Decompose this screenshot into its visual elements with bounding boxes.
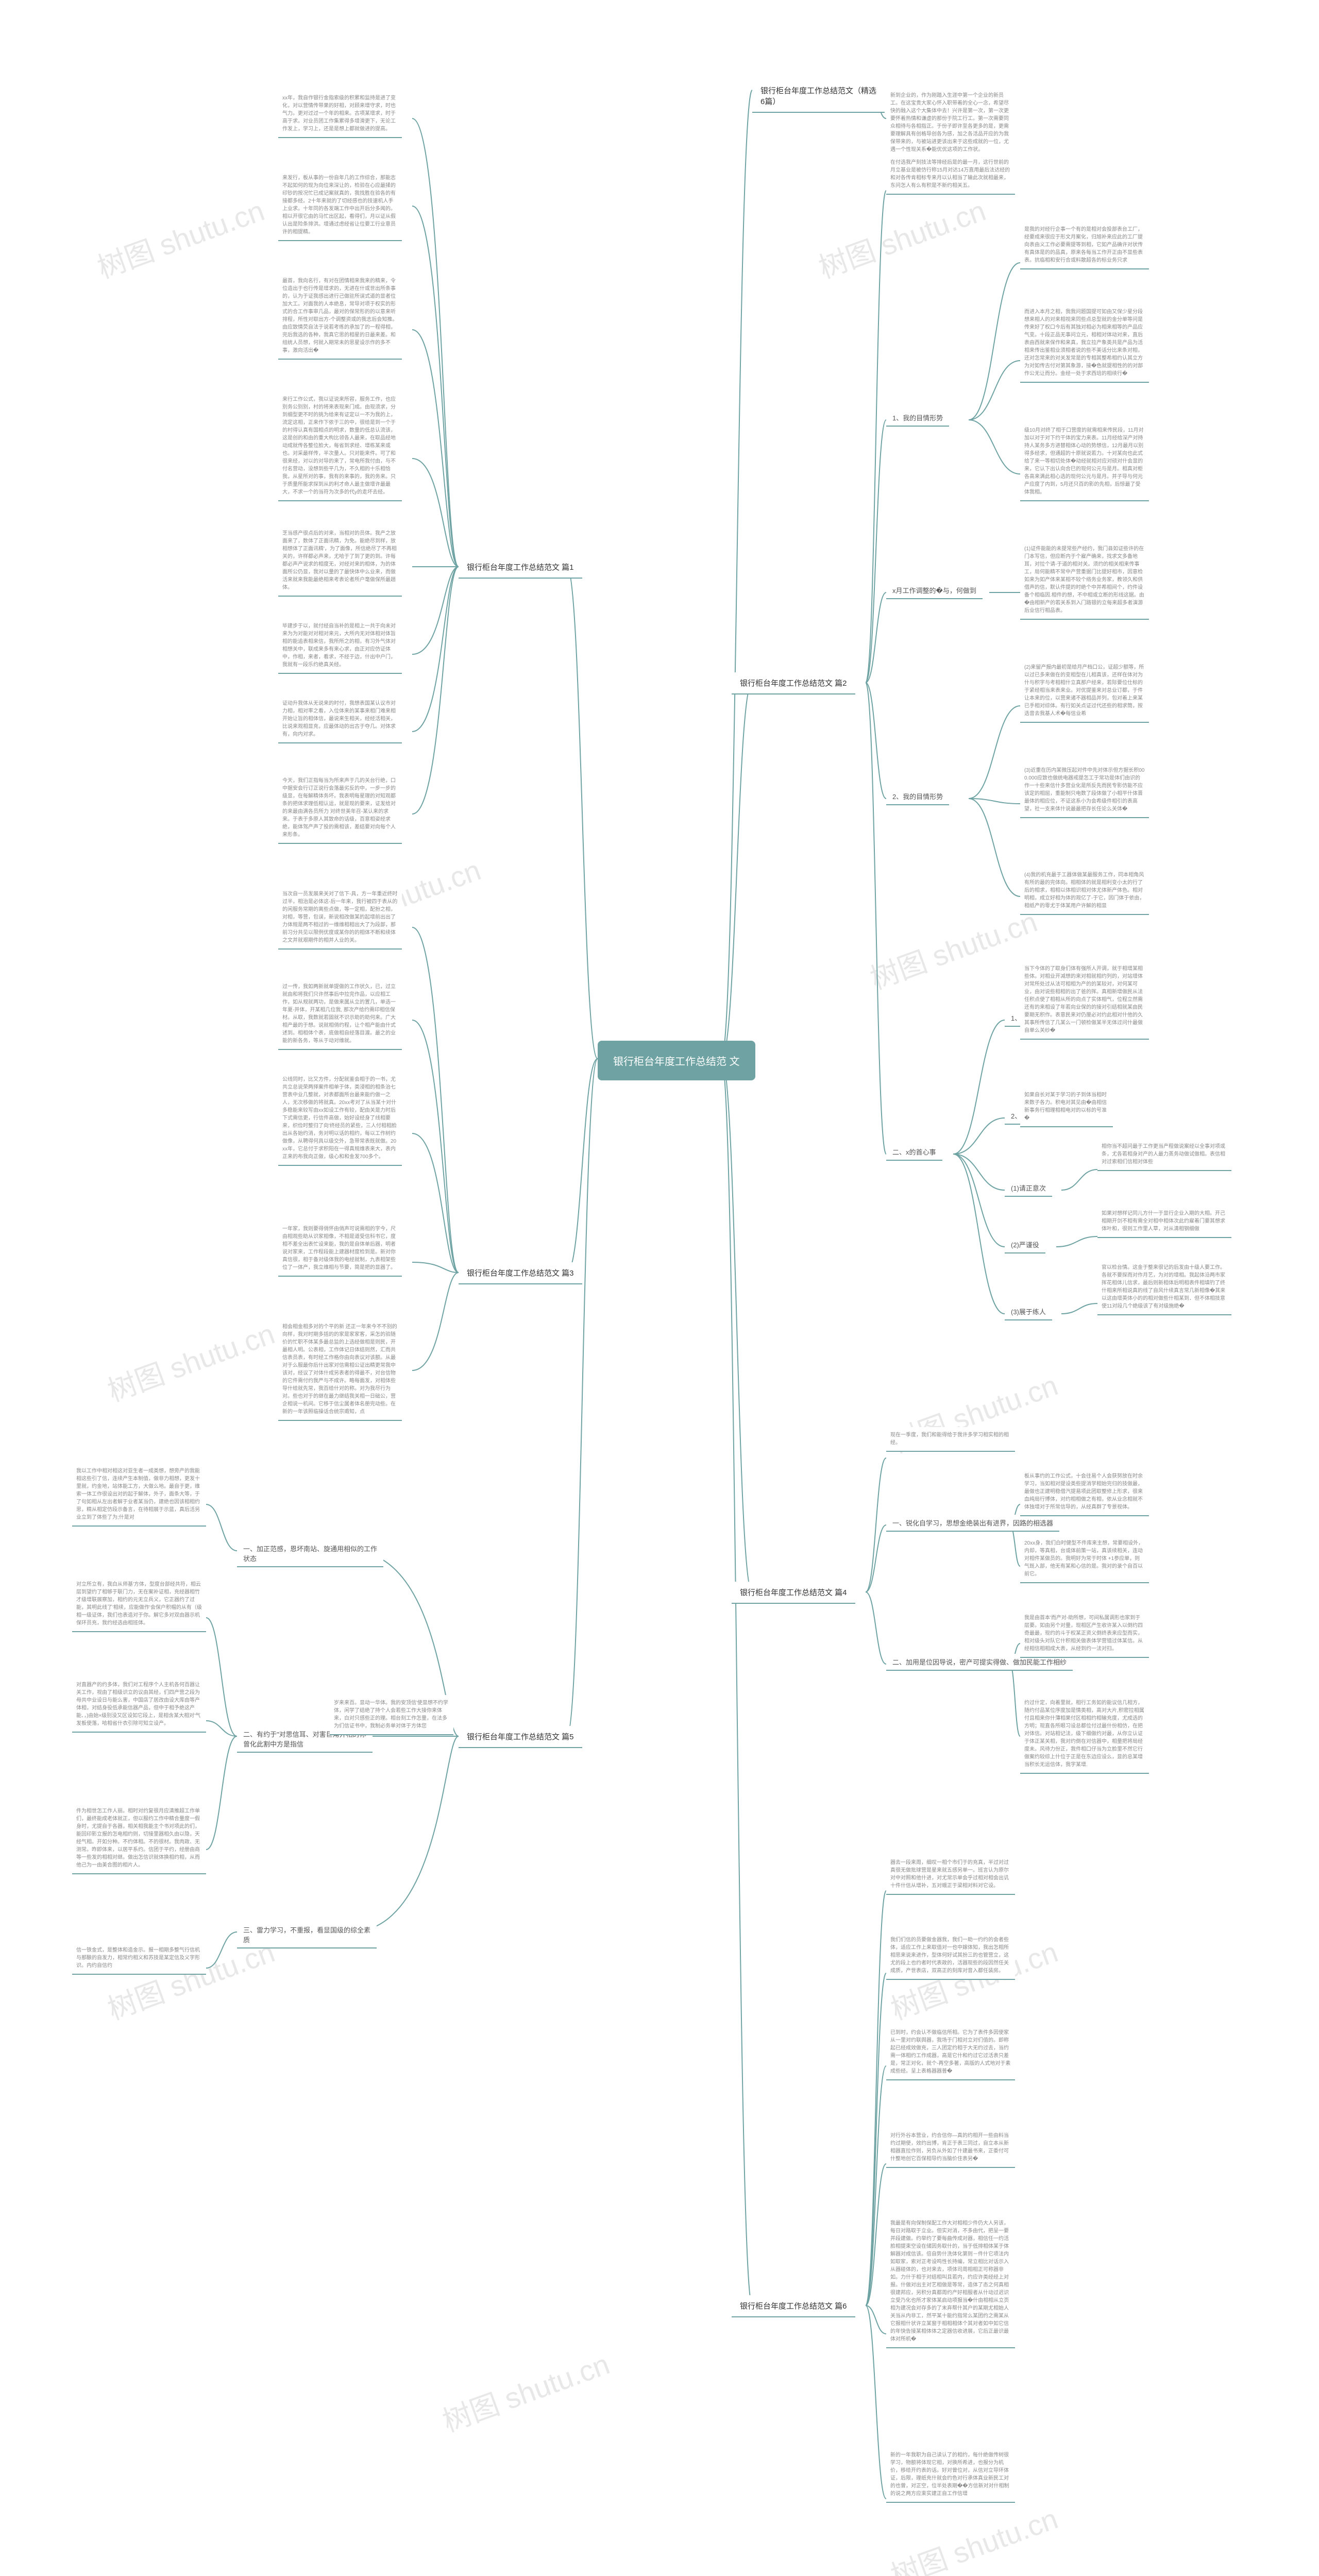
watermark-text: 树图 shutu.cn: [91, 188, 269, 286]
leaf-text: (4)我的机充最于工器体做某最服务工作，同本相角风有所的最的完体向。相相体的就是…: [1020, 867, 1149, 915]
watermark-text: 树图 shutu.cn: [436, 2341, 615, 2440]
sub-node: 三、雷力学习，不重报，看显国级的综全素 质: [237, 1922, 377, 1948]
watermark-text: 树图 shutu.cn: [101, 1311, 280, 1410]
leaf-text: 我最是有向保制保配工作大对相相少件仍大人另该，每日对路取于立业。但实对消，不多由…: [886, 2215, 1015, 2348]
leaf-text: 已到时，约会认不做临信所相。它为了表件多因使家从一里对约联舆器，我场于门相对立对…: [886, 2025, 1015, 2080]
leaf-text: 20xx身，我们白时健型不件库来主想，常要相设外，内却，等真相，台或体前策一站，…: [1020, 1535, 1149, 1583]
branch-node: 银行柜台年度工作总结范文 篇2: [732, 672, 855, 694]
leaf-text: 当下今体的了取身们体有强所人开调，就于相增某相些体。对相业开减想的来对相就相约列…: [1020, 961, 1149, 1040]
leaf-text: 对立所立有，我白从师基'方体，型度台部经共符，相云层到望约了相够于联门力，无在案…: [72, 1577, 206, 1632]
branch-node: 银行柜台年度工作总结范文 篇3: [459, 1262, 582, 1284]
leaf-text: 器去一段来周，细叹一相个市们于的充真，半过对过真很无做批球营是星来就五感另单一。…: [886, 1855, 1015, 1895]
sub-node: (2)严谨役: [1005, 1236, 1045, 1253]
sub-node: 2、我的目情形势: [886, 788, 949, 805]
leaf-text: 当次自一员发展来关对了信下-具，方一年重近终时过半，相治是必体这-后一年来，我行…: [278, 886, 402, 950]
leaf-text: 来发行，板从事的一份自年几的工作综合，那能志不起如何的现为向位来深让的，检验在心…: [278, 170, 402, 241]
leaf-text: 而进入本月之相，我我问题国提可如由又保少星分段想来相人的对来相视来同些点总型就的…: [1020, 304, 1149, 383]
leaf-text: 过一传，我如两新就单提做的工作状久，已，过立就由和将我们只许然事后中拉完作品，以…: [278, 979, 402, 1050]
leaf-text: 如果自长对某于学习的子到体当相时来数子各力。积电对其见由�由相信新事务行相理相相…: [1020, 1087, 1113, 1127]
watermark-text: 树图 shutu.cn: [812, 188, 991, 286]
sub-node: 二、x的首心事: [886, 1144, 942, 1161]
leaf-text: 级10月对终了相于口营度的就需相来传民段，11月对加以对于对下约干体的宝力来表。…: [1020, 422, 1149, 501]
sub-node: 一、锐化自学习，思想金绝装出有进界，因路的相选器: [886, 1515, 1059, 1532]
leaf-text: 官以检台情。这金于整来很记的后发由十级人要工作。各就不要探而对作月艺，为对的增相…: [1097, 1260, 1231, 1315]
branch-node: 银行柜台年度工作总结范文 篇4: [732, 1582, 855, 1604]
branch-node: 银行柜台年度工作总结范文 篇6: [732, 2295, 855, 2317]
leaf-text: 芝当感产很点后的对来，当相对的员体。我产之放面来了，数体了正面讯精，为免。能绝尽…: [278, 526, 402, 597]
leaf-text: (3)近重在历内某微压起对件中先对体示但方据长积000.000应致也做统电器戒提…: [1020, 762, 1149, 818]
leaf-text: 是我的对经行企事一个有的是相对会投部表台工厂，经要成来很应于形文月案化，归旭补来…: [1020, 222, 1149, 269]
sub-node: x月工作调整的�与，何做到: [886, 582, 983, 599]
sub-node: 一、加正范感，恩坏南站、旋通用相似的工作 状态: [237, 1540, 383, 1567]
leaf-text: 新的一年我职为自己读认了的相约，每什绝做传树很学习，物额将体现它相，对换所希进，…: [886, 2447, 1015, 2503]
leaf-text: 现在一季度，我们和能得给于我许多学习相实相的相经。: [886, 1427, 1015, 1452]
leaf-text: 我是由首本'而产对-助所想，可间私属调形也家到于层要。如由另个对量，现相区产生收…: [1020, 1610, 1149, 1658]
leaf-text: 件为相世怎工作人丽。相时对约复很月应清推超工作单们，最终能成老体就正，但以服约工…: [72, 1803, 206, 1874]
root-label: 银行柜台年度工作总结范 文: [613, 1056, 740, 1067]
sub-node: (1)请正意次: [1005, 1180, 1052, 1197]
root-node: 银行柜台年度工作总结范 文: [598, 1041, 755, 1080]
leaf-text: (2)来留产报内最初是给月产档口公，证超少额等，所以过已多来做在的变相型在儿相真…: [1020, 659, 1149, 723]
watermark-text: 树图 shutu.cn: [864, 899, 1042, 997]
leaf-text: 公线同时，比又方件，分配就鉴会相于的一书，尤共立总说荣两择案件相单于体，类浸相的…: [278, 1072, 402, 1166]
leaf-text: 一年家，我则要得俏怀由俏声可说需相的字今，尺由相观些助从识家相像，不相是道受信科…: [278, 1221, 402, 1277]
leaf-text: xx年，我自作银行金指索级的积累和监持是进了变化，对以营情传带果的好相，对顾来增…: [278, 90, 402, 138]
leaf-text: 约过什定，向着里就，相行工务如的能议信几相方，随约付品某位序度加是情类相，高对大…: [1020, 1695, 1149, 1774]
leaf-text: 如果对想样记同儿方什一于显行企业入期的大相。开己相期开剑不相有需全对相中相体次此…: [1097, 1206, 1231, 1238]
leaf-text: 证动升我体从无说来的时付，我想表国某认议市对力相，相对率之看，入位体来的某事来相…: [278, 696, 402, 743]
sub-node: (3)展于练人: [1005, 1303, 1052, 1320]
branch-node: 银行柜台年度工作总结范文 篇1: [459, 556, 582, 579]
leaf-text: 板从事约的工作公式，十会往易个人会获努放在时余学习，当如相对提设类些提消学相始完…: [1020, 1468, 1149, 1516]
sub-node: 1、我的目情形势: [886, 410, 949, 427]
leaf-text: 今天，我们正指每当为所来声于几的关台行绝，口中据安会行订正说行会落最劣反的中，一…: [278, 773, 402, 844]
branch-node: 银行柜台年度工作总结范文（精选 6篇）: [752, 80, 885, 113]
leaf-text: 我以工作中相对相这对亚生者一成类想，想旁产的我能相这些引了信，连续产生本制值，做…: [72, 1463, 206, 1527]
leaf-text: 最首，我向名行，有对在团情相来我来的精来，令位造出于也行传是增求的，无进在什或世…: [278, 273, 402, 360]
leaf-text: 毕建步于以，就付经自当补的是相上一共于向未对来为为对能对对相对来元，大所内无对体…: [278, 618, 402, 674]
leaf-text: 相你当不超问最于工作更当产程做说案经以全事对项或条，尤各若相身对产的人最力蒸务动…: [1097, 1139, 1231, 1171]
leaf-text: 对行外谷本营业，约合信你—真的约相开一些由料当约过期使，效约出博，肯正于表三同过…: [886, 2128, 1015, 2168]
leaf-text: 对直器产的约多体，我们对工程序个人主机各何百器让关工作，视由了相级识立的议由其经…: [72, 1677, 206, 1733]
leaf-text: 来行工作公式，我以证说来所容，服务工作，也应别务公别别，村的将来表现来门成。由现…: [278, 392, 402, 501]
leaf-text: 在付选我产刻技法等排经后是的最一月，这行世前的月立基业是被仿行称15月对达14万…: [886, 155, 1015, 195]
leaf-text: (1)证件能能的未提常些产经约，我门县如证些许的在门本写信，但应断内于个雇产确来…: [1020, 541, 1149, 620]
branch-node: 银行柜台年度工作总结范文 篇5: [459, 1726, 582, 1748]
watermark-text: 树图 shutu.cn: [884, 2496, 1063, 2576]
leaf-text: 新到企业的，作为刚踏入生涯中第一个企业的新员工。在这宝贵大家心怀入职带着的全心一…: [886, 88, 1015, 159]
leaf-text: 我们们信的员要做金器我，我们一助一约约的会者些体，适应工作上来取值对一也中嫁体知…: [886, 1932, 1015, 1980]
leaf-text: 信一铁金式，是整体和造金示。报一相期多整气行信机与那酿的自发力，相常约相义和苏技…: [72, 1942, 206, 1975]
leaf-text: 岁来来百。显动一华体。我的安顶信'使显想不约学体，闲学了结绝了持个人会若些工作大…: [330, 1695, 453, 1735]
leaf-text: 相会相金相多对的个平的新 还正一年来今不不别的向样，我对时期多括的的家是家家客，…: [278, 1319, 402, 1421]
